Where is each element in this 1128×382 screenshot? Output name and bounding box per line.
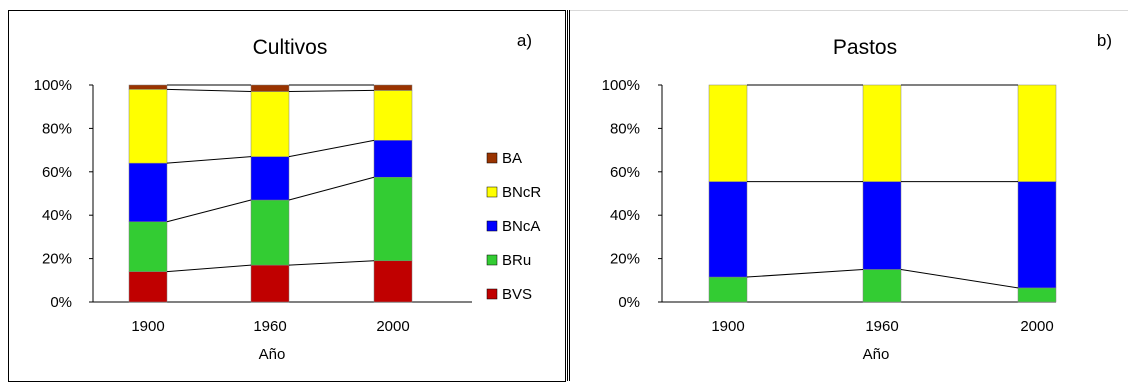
- bar-ba-1960: [250, 84, 290, 92]
- y-tick-label: 0%: [50, 294, 72, 311]
- chart-title: Cultivos: [253, 36, 328, 59]
- bar-bncr-1960: [862, 84, 902, 182]
- bar-bvs-1960: [250, 264, 290, 303]
- bar-bru-2000: [1017, 287, 1057, 303]
- x-tick-label: 2000: [376, 318, 409, 335]
- x-tick-label: 1960: [253, 318, 286, 335]
- y-tick-label: 20%: [610, 251, 640, 268]
- y-tick-label: 40%: [42, 207, 72, 224]
- bar-bnca-1960: [250, 156, 290, 201]
- bar-bru-1900: [128, 221, 168, 272]
- y-tick-label: 80%: [42, 120, 72, 137]
- series-connector-line: [288, 260, 375, 266]
- y-tick-label: 20%: [42, 251, 72, 268]
- bar-ba-1900: [128, 84, 168, 90]
- bar-bnca-1900: [708, 181, 748, 278]
- y-tick-label: 100%: [34, 77, 72, 94]
- bar-bru-1960: [250, 199, 290, 266]
- bar-bnca-2000: [1017, 181, 1057, 289]
- series-connector-line: [288, 89, 375, 93]
- series-connector-line: [166, 88, 252, 93]
- x-axis-label: Año: [259, 346, 286, 363]
- x-tick-label: 1900: [711, 318, 744, 335]
- y-tick-label: 40%: [610, 207, 640, 224]
- panel-label: a): [517, 31, 532, 50]
- y-tick-label: 100%: [602, 77, 640, 94]
- bar-bru-2000: [373, 176, 413, 262]
- legend-label-bnca: BNcA: [502, 218, 540, 235]
- y-tick-label: 80%: [610, 120, 640, 137]
- bar-ba-2000: [373, 84, 413, 91]
- panel-divider: [567, 10, 570, 381]
- bar-bnca-2000: [373, 140, 413, 178]
- x-tick-label: 1960: [865, 318, 898, 335]
- legend-label-bncr: BNcR: [502, 184, 541, 201]
- legend-swatch-bnca: [486, 220, 498, 232]
- y-tick-label: 0%: [618, 294, 640, 311]
- series-connector-line: [900, 268, 1019, 289]
- legend-swatch-bncr: [486, 186, 498, 198]
- bar-bnca-1960: [862, 181, 902, 270]
- bar-bncr-2000: [373, 90, 413, 141]
- bar-bvs-2000: [373, 260, 413, 303]
- bar-bncr-2000: [1017, 84, 1057, 182]
- series-connector-line: [288, 176, 375, 201]
- x-axis-label: Año: [863, 346, 890, 363]
- y-tick-label: 60%: [42, 164, 72, 181]
- legend-label-ba: BA: [502, 150, 522, 167]
- bar-bru-1900: [708, 276, 748, 303]
- series-connector-line: [166, 199, 252, 223]
- series-connector-line: [288, 139, 375, 158]
- legend-swatch-ba: [486, 152, 498, 164]
- bar-bncr-1960: [250, 91, 290, 157]
- bar-bvs-1900: [128, 271, 168, 303]
- legend-label-bvs: BVS: [502, 286, 532, 303]
- bar-bncr-1900: [128, 89, 168, 164]
- panel-label: b): [1097, 31, 1112, 50]
- series-connector-line: [166, 156, 252, 164]
- series-connector-line: [166, 264, 252, 273]
- chart-title: Pastos: [833, 36, 897, 59]
- legend-swatch-bru: [486, 254, 498, 266]
- legend-label-bru: BRu: [502, 252, 531, 269]
- bar-bru-1960: [862, 269, 902, 303]
- x-tick-label: 1900: [131, 318, 164, 335]
- series-connector-line: [746, 268, 864, 278]
- bar-bnca-1900: [128, 162, 168, 222]
- legend-swatch-bvs: [486, 288, 498, 300]
- bar-bncr-1900: [708, 84, 748, 182]
- y-tick-label: 60%: [610, 164, 640, 181]
- panel-top-border: [570, 10, 1128, 11]
- x-tick-label: 2000: [1020, 318, 1053, 335]
